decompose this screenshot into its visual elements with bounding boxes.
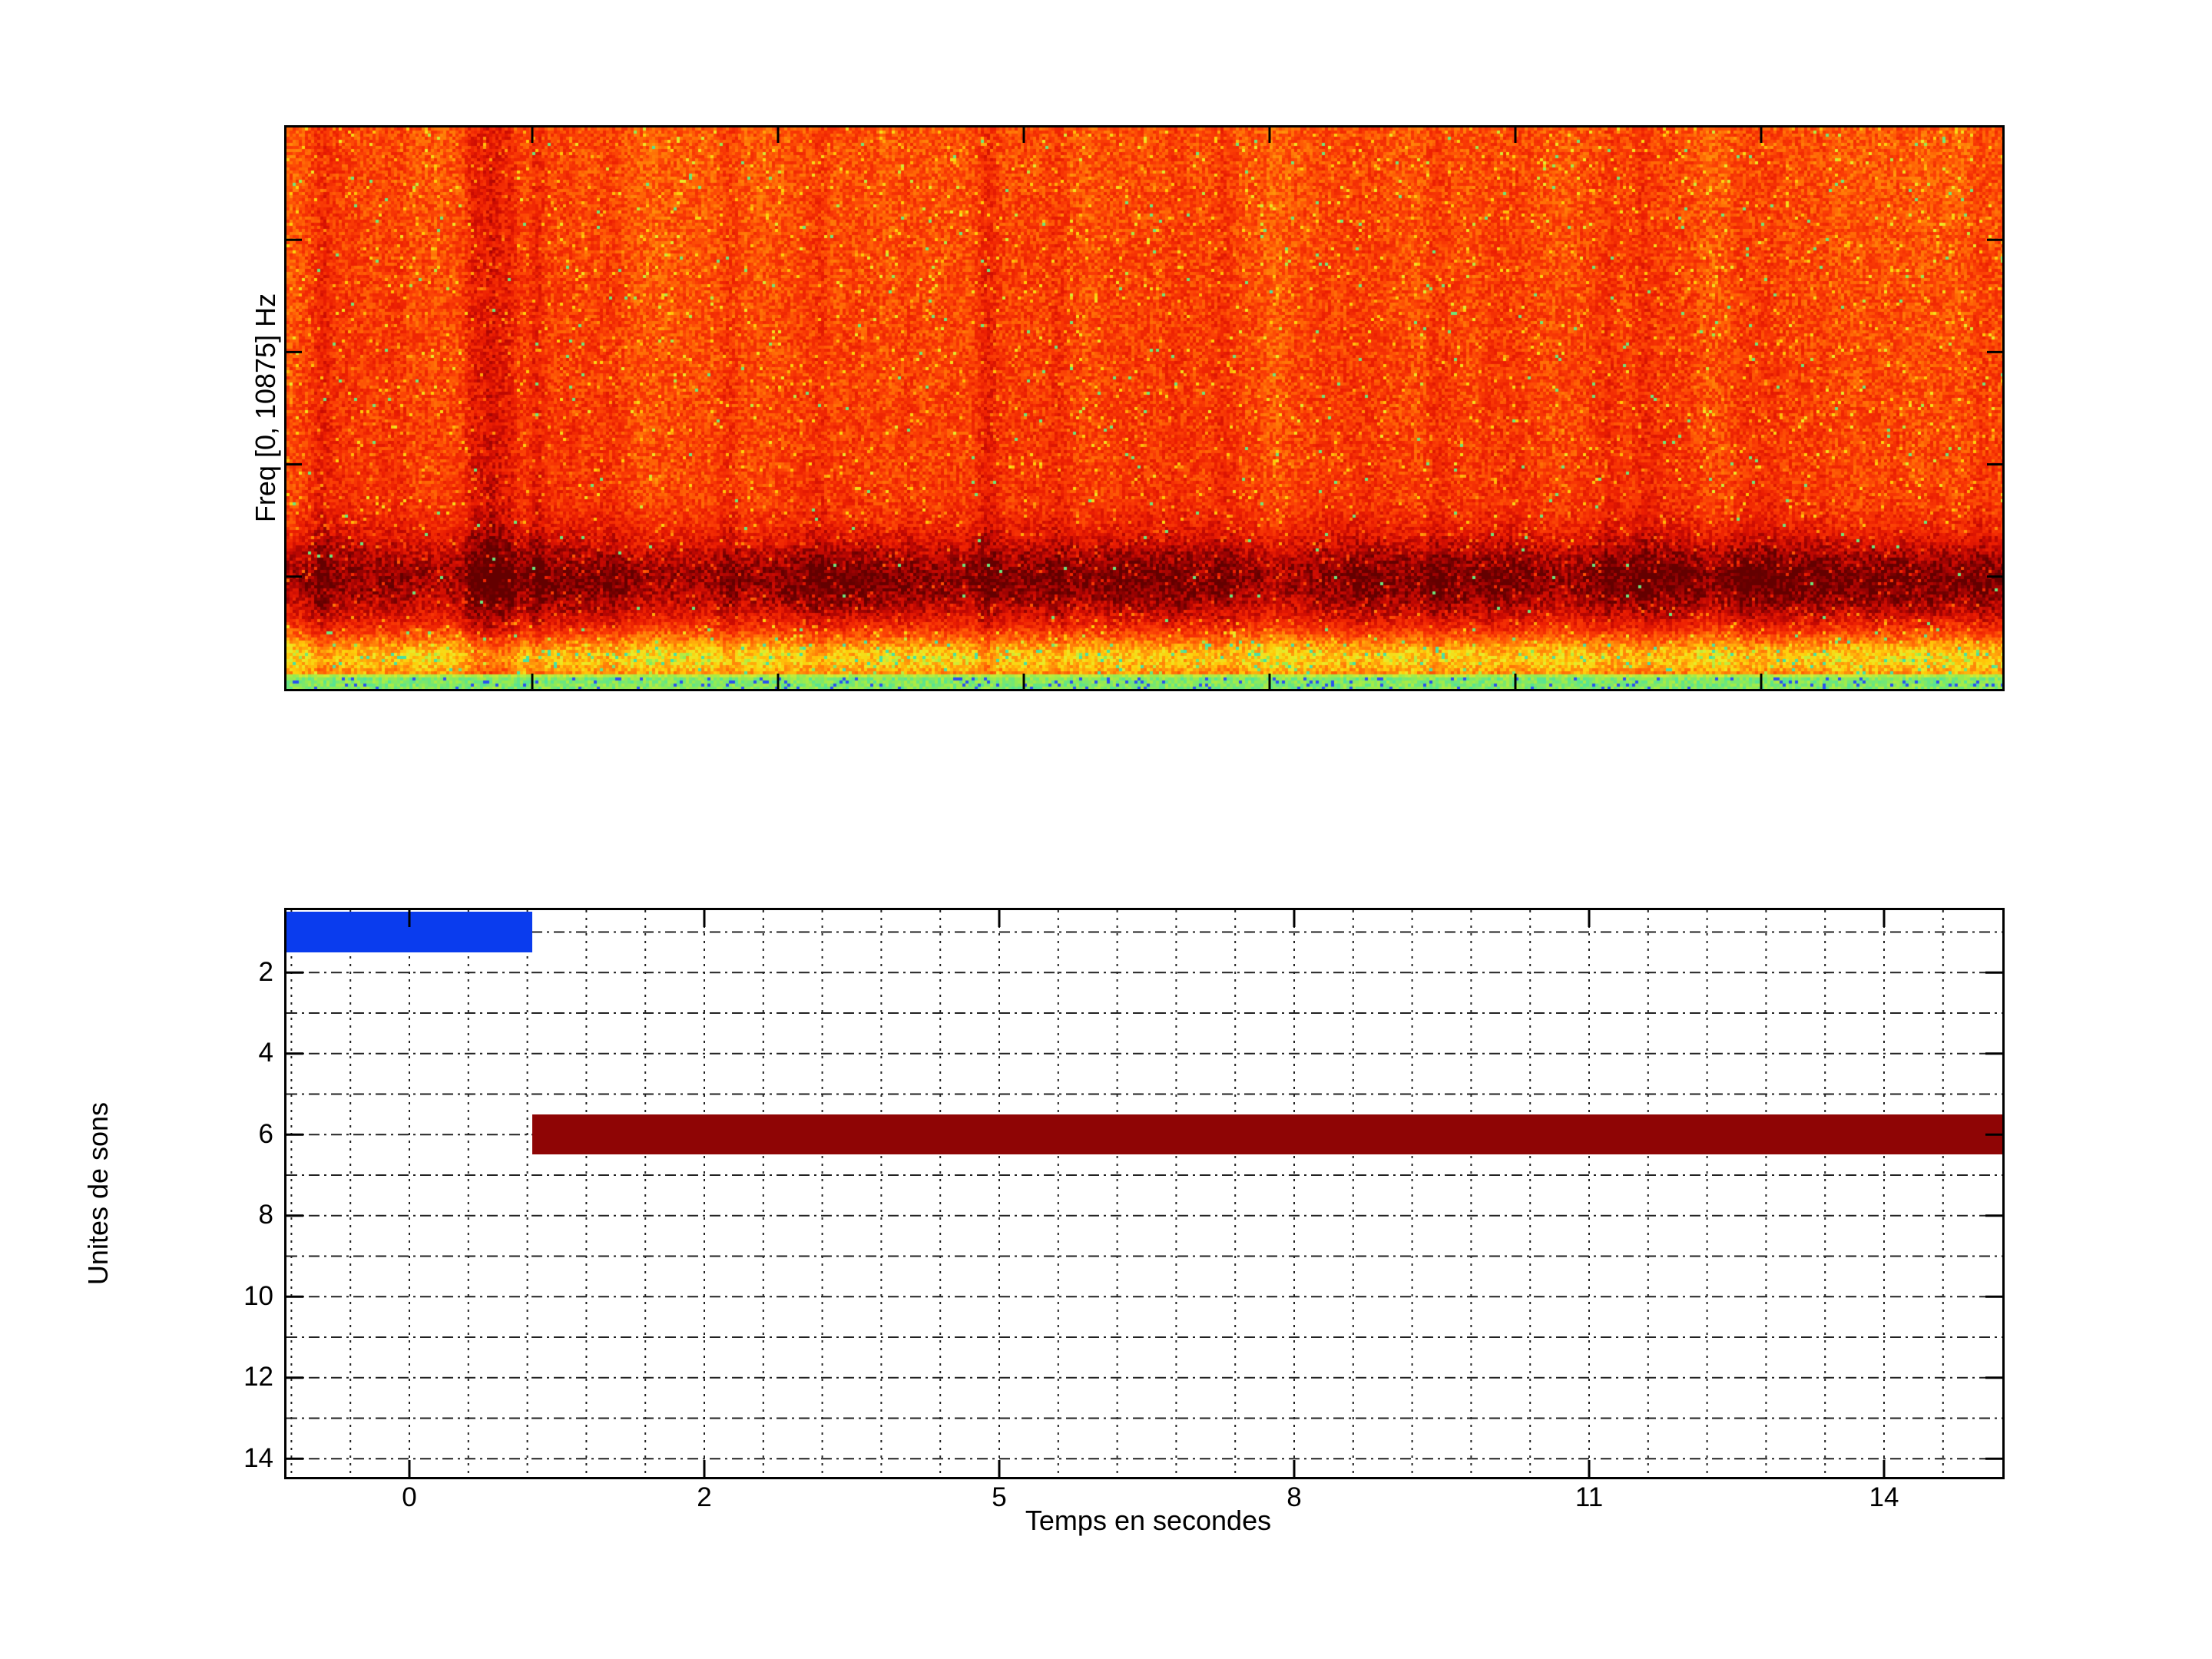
- y-tick-14: 14: [243, 1443, 273, 1473]
- x-tick-8: 8: [1286, 1482, 1302, 1512]
- y-tick-8: 8: [258, 1200, 273, 1230]
- y-tick-12: 12: [243, 1362, 273, 1392]
- sound-unit-6-bar: [532, 1114, 2002, 1154]
- grid-vertical: [290, 910, 1944, 1477]
- y-tick-2: 2: [258, 957, 273, 987]
- units-plot-svg: [286, 910, 2002, 1477]
- y-tick-10: 10: [243, 1281, 273, 1311]
- spectrogram-axis-ticks: [286, 127, 2002, 689]
- units-xlabel: Temps en secondes: [1025, 1505, 1272, 1536]
- x-tick-5: 5: [992, 1482, 1007, 1512]
- y-tick-6: 6: [258, 1119, 273, 1149]
- x-tick-14: 14: [1869, 1482, 1899, 1512]
- spectrogram-canvas: [286, 127, 2002, 689]
- spectrogram-ylabel: Freq [0, 10875] Hz: [250, 293, 281, 523]
- spectrogram-ticks-overlay: [286, 127, 2002, 689]
- units-plot-background: [286, 910, 2002, 1477]
- units-plot: [284, 908, 2005, 1479]
- x-tick-0: 0: [402, 1482, 417, 1512]
- units-axis-ticks: [286, 910, 2002, 1477]
- x-tick-2: 2: [697, 1482, 712, 1512]
- spectrogram-plot: [284, 125, 2005, 691]
- units-ylabel: Unites de sons: [82, 1101, 114, 1286]
- x-tick-11: 11: [1575, 1482, 1604, 1512]
- y-tick-4: 4: [258, 1038, 273, 1068]
